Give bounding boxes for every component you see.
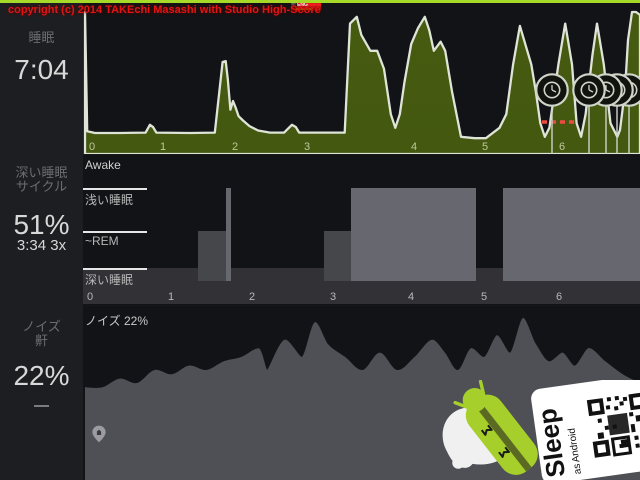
svg-text:as: as	[572, 463, 584, 475]
